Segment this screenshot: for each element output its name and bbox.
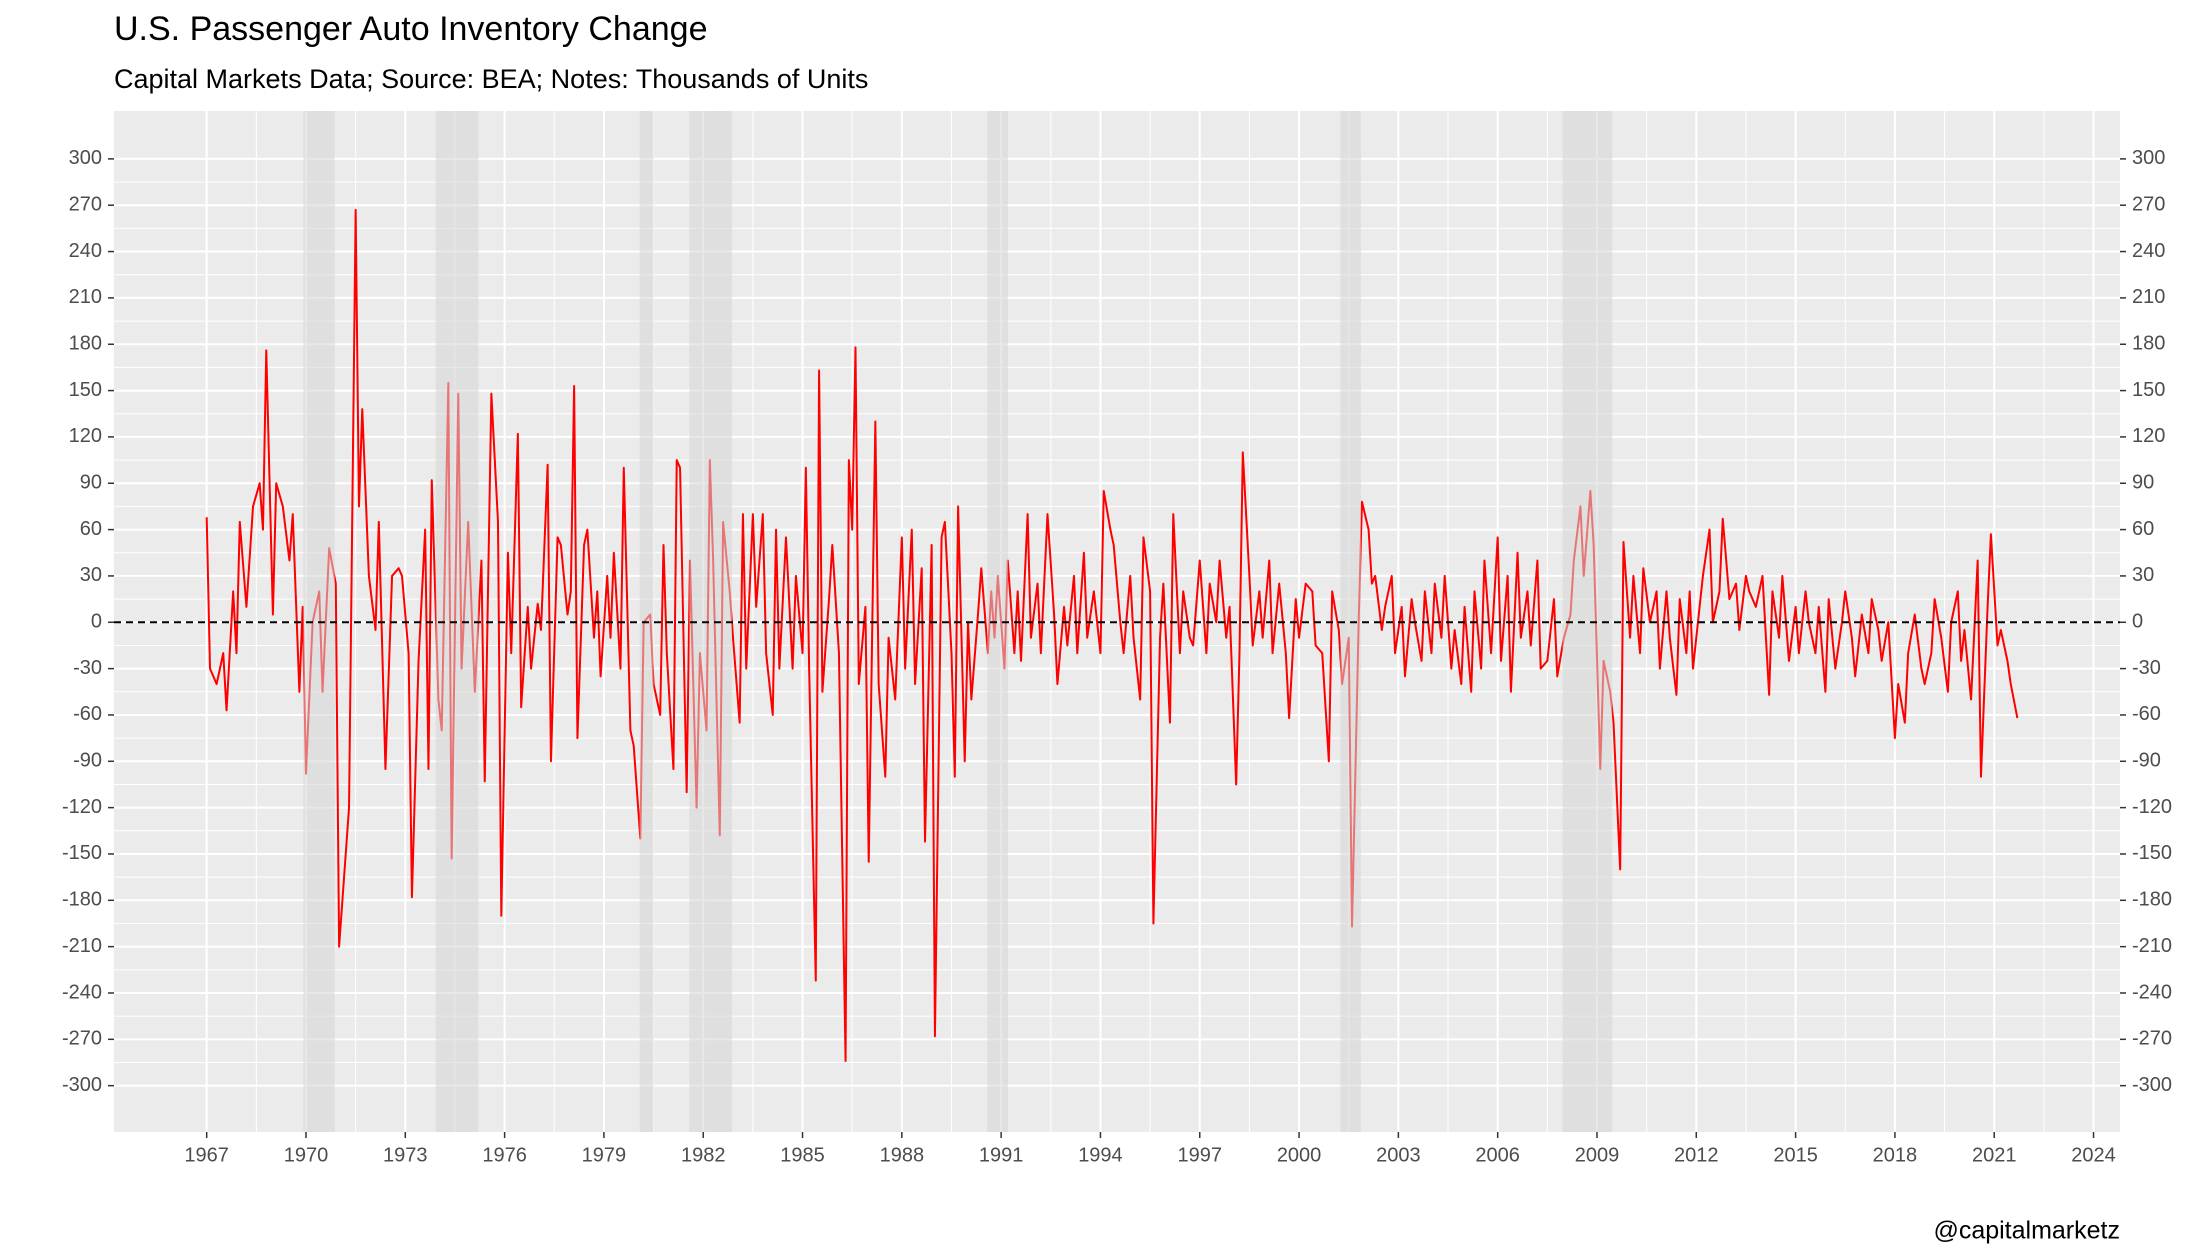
y-tick-label: 150: [69, 379, 102, 401]
y-tick-label: -120: [62, 796, 102, 818]
y2-tick-label: 210: [2132, 286, 2165, 308]
x-tick-label: 2000: [1277, 1144, 1322, 1166]
x-tick-label: 1985: [780, 1144, 825, 1166]
x-tick-label: 1994: [1078, 1144, 1123, 1166]
y-tick-label: -180: [62, 889, 102, 911]
y2-tick-label: -300: [2132, 1074, 2172, 1096]
y2-tick-label: 30: [2132, 564, 2154, 586]
x-tick-label: 1979: [582, 1144, 627, 1166]
y-tick-label: 240: [69, 240, 102, 262]
y-tick-label: -90: [73, 750, 102, 772]
y2-tick-label: -180: [2132, 889, 2172, 911]
y-tick-label: 90: [80, 472, 102, 494]
x-tick-label: 1991: [979, 1144, 1024, 1166]
y-tick-label: -60: [73, 703, 102, 725]
x-tick-label: 1976: [482, 1144, 527, 1166]
y2-tick-label: -270: [2132, 1028, 2172, 1050]
y-tick-label: 60: [80, 518, 102, 540]
chart-subtitle: Capital Markets Data; Source: BEA; Notes…: [114, 64, 868, 94]
y-tick-label: -150: [62, 842, 102, 864]
y2-tick-label: -210: [2132, 935, 2172, 957]
x-tick-label: 2006: [1475, 1144, 1520, 1166]
x-tick-label: 1982: [681, 1144, 726, 1166]
x-tick-label: 1970: [284, 1144, 329, 1166]
y-tick-label: 300: [69, 147, 102, 169]
y2-tick-label: -60: [2132, 703, 2161, 725]
y-tick-label: -300: [62, 1074, 102, 1096]
y2-tick-label: 240: [2132, 240, 2165, 262]
y2-tick-label: 180: [2132, 333, 2165, 355]
y-tick-label: -270: [62, 1028, 102, 1050]
y-tick-label: 180: [69, 333, 102, 355]
x-tick-label: 1988: [880, 1144, 925, 1166]
data-line: [205, 208, 2019, 1062]
y2-tick-label: 60: [2132, 518, 2154, 540]
x-tick-label: 1967: [184, 1144, 229, 1166]
y2-tick-label: 0: [2132, 611, 2143, 633]
x-tick-label: 2021: [1972, 1144, 2017, 1166]
y-tick-label: -240: [62, 981, 102, 1003]
x-tick-label: 2024: [2071, 1144, 2116, 1166]
y2-tick-label: -30: [2132, 657, 2161, 679]
caption: @capitalmarketz: [1933, 1217, 2120, 1245]
y-tick-label: -210: [62, 935, 102, 957]
y2-tick-label: -150: [2132, 842, 2172, 864]
recession-band: [987, 111, 1009, 1132]
x-tick-label: 2012: [1674, 1144, 1719, 1166]
y-tick-label: 210: [69, 286, 102, 308]
x-tick-label: 1997: [1178, 1144, 1223, 1166]
x-tick-label: 2009: [1575, 1144, 1620, 1166]
y-tick-label: 120: [69, 425, 102, 447]
x-tick-label: 2003: [1376, 1144, 1421, 1166]
y2-tick-label: -240: [2132, 981, 2172, 1003]
y2-tick-label: 270: [2132, 194, 2165, 216]
y-tick-label: 30: [80, 564, 102, 586]
y2-tick-label: 120: [2132, 425, 2165, 447]
y-tick-label: -30: [73, 657, 102, 679]
x-tick-label: 2018: [1873, 1144, 1918, 1166]
x-tick-label: 1973: [383, 1144, 428, 1166]
y2-tick-label: 150: [2132, 379, 2165, 401]
chart-title: U.S. Passenger Auto Inventory Change: [114, 10, 707, 48]
y-tick-label: 270: [69, 194, 102, 216]
y2-tick-label: 90: [2132, 472, 2154, 494]
y2-tick-label: 300: [2132, 147, 2165, 169]
y2-tick-label: -120: [2132, 796, 2172, 818]
y2-tick-label: -90: [2132, 750, 2161, 772]
x-tick-label: 2015: [1773, 1144, 1818, 1166]
y-tick-label: 0: [91, 611, 102, 633]
